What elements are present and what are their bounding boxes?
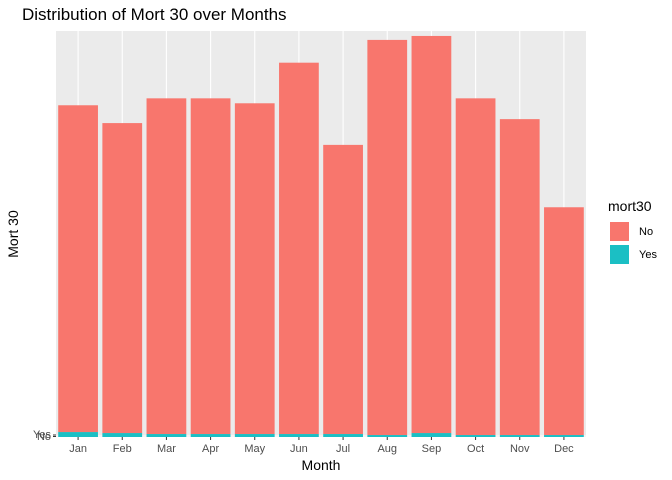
y-axis-title: Mort 30 bbox=[5, 210, 21, 258]
y-tick-label-no: No bbox=[37, 431, 51, 443]
bar-yes-sep bbox=[411, 433, 452, 437]
bars bbox=[58, 35, 584, 437]
legend-key-yes bbox=[608, 243, 631, 266]
bar-yes-jan bbox=[58, 432, 98, 437]
bar-no-apr bbox=[190, 98, 231, 435]
x-tick-label: Dec bbox=[554, 443, 574, 455]
bar-no-may bbox=[234, 103, 275, 435]
bar-yes-dec bbox=[544, 435, 584, 437]
legend-label-yes: Yes bbox=[639, 248, 657, 261]
bar-no-jan bbox=[58, 105, 98, 433]
bar-no-jul bbox=[323, 144, 363, 435]
x-tick-label: Feb bbox=[113, 443, 132, 455]
bar-no-sep bbox=[411, 35, 452, 434]
bar-yes-aug bbox=[367, 435, 408, 437]
bar-no-dec bbox=[544, 207, 584, 436]
x-tick-label: Aug bbox=[377, 443, 397, 455]
x-tick-label: Jan bbox=[69, 443, 87, 455]
bar-yes-nov bbox=[499, 435, 540, 437]
bar-no-nov bbox=[499, 119, 540, 436]
y-tick-label-yes: Yes bbox=[33, 429, 51, 441]
bar-yes-mar bbox=[146, 434, 187, 437]
bar-no-aug bbox=[367, 39, 408, 436]
chart-title: Distribution of Mort 30 over Months bbox=[22, 5, 287, 24]
legend-label-no: No bbox=[639, 225, 654, 238]
legend-key-no bbox=[608, 220, 631, 243]
x-axis-ticks: Jan Feb Mar Apr May Jun Jul Aug Sep Oct Nov Dec bbox=[69, 437, 574, 455]
legend-item-no: No bbox=[608, 220, 657, 243]
x-tick-label: Sep bbox=[422, 443, 442, 455]
bar-no-feb bbox=[102, 123, 143, 434]
bar-yes-oct bbox=[455, 435, 496, 437]
x-tick-label: Jun bbox=[290, 443, 308, 455]
legend-item-yes: Yes bbox=[608, 243, 657, 266]
x-tick-label: May bbox=[244, 443, 265, 455]
bar-yes-feb bbox=[102, 433, 143, 437]
legend: mort30 No Yes bbox=[608, 198, 657, 266]
bar-yes-jun bbox=[279, 434, 319, 437]
x-axis-title: Month bbox=[302, 457, 341, 473]
bar-no-jun bbox=[279, 62, 319, 435]
x-tick-label: Nov bbox=[510, 443, 530, 455]
plot-panel bbox=[56, 31, 586, 437]
x-tick-label: Oct bbox=[467, 443, 484, 455]
x-tick-label: Apr bbox=[202, 443, 219, 455]
legend-title: mort30 bbox=[608, 198, 652, 214]
bar-yes-apr bbox=[190, 434, 231, 437]
x-tick-label: Mar bbox=[157, 443, 176, 455]
bar-yes-may bbox=[234, 434, 275, 437]
bar-no-mar bbox=[146, 98, 187, 435]
x-tick-label: Jul bbox=[336, 443, 350, 455]
bar-no-oct bbox=[455, 98, 496, 436]
bar-yes-jul bbox=[323, 434, 363, 437]
